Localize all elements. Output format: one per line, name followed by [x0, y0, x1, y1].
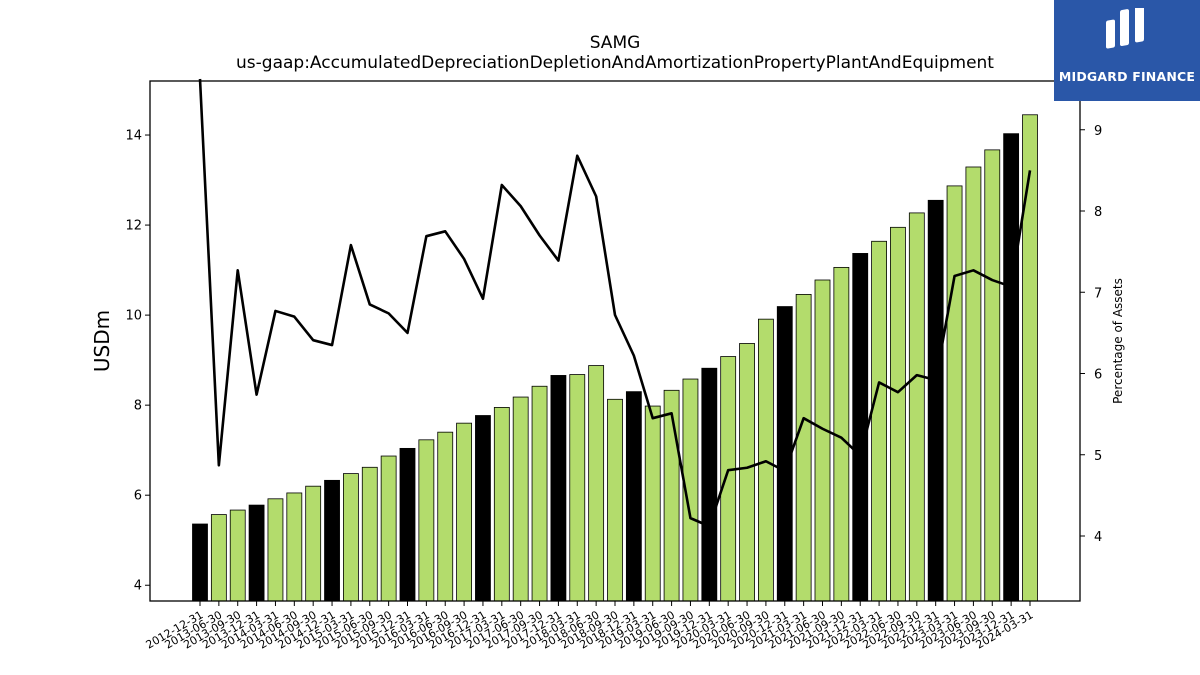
bar-2016-12-31 [475, 415, 491, 602]
left-tick-label: 8 [134, 399, 142, 414]
bar-2022-09-30 [908, 212, 925, 602]
bar-2015-03-31 [343, 473, 359, 602]
right-axis: 4 5 6 7 8 9 [1080, 124, 1102, 545]
bar-2018-03-31 [569, 374, 586, 602]
bar-2017-06-30 [512, 396, 529, 602]
right-tick-label: 6 [1094, 368, 1102, 383]
bar-2023-12-31 [1003, 133, 1020, 602]
bar-2022-03-31 [871, 240, 887, 602]
bar-2013-09-30 [229, 509, 246, 602]
bar-2022-12-31 [927, 199, 944, 602]
bar-2019-03-31 [644, 405, 661, 602]
brand-logo: MIDGARD FINANCE [1054, 0, 1200, 101]
bar-2019-06-30 [663, 389, 680, 602]
y-axis-label: USDm [90, 310, 114, 372]
bar-2017-12-31 [550, 375, 567, 602]
bar-2013-06-30 [210, 514, 227, 602]
bar-2014-03-31 [267, 498, 284, 602]
bar-2021-03-31 [795, 293, 812, 602]
bar-2016-06-30 [437, 431, 454, 602]
left-tick-label: 6 [134, 489, 142, 504]
left-tick-label: 4 [134, 579, 142, 594]
left-tick-label: 12 [125, 219, 142, 234]
bar-2014-12-31 [324, 479, 340, 602]
bar-2017-03-31 [493, 407, 510, 602]
bar-2013-12-31 [248, 504, 265, 602]
bar-2021-06-30 [814, 279, 831, 602]
right-tick-label: 8 [1094, 205, 1102, 220]
bar-2018-09-30 [607, 398, 623, 602]
bar-2018-12-31 [625, 391, 642, 602]
bar-2021-12-31 [852, 253, 869, 602]
bar-2012-12-31 [192, 523, 208, 602]
bar-series [192, 114, 1038, 602]
bar-2016-09-30 [456, 422, 472, 602]
percentage-line [198, 78, 1032, 528]
bar-2017-09-30 [531, 385, 548, 602]
right-tick-label: 5 [1094, 449, 1102, 464]
left-tick-label: 10 [125, 309, 142, 324]
bar-2024-03-31 [1022, 114, 1038, 602]
right-tick-label: 4 [1094, 530, 1102, 545]
right-tick-label: 9 [1094, 124, 1102, 139]
bar-2023-06-30 [965, 166, 982, 602]
left-tick-label: 14 [125, 129, 142, 144]
bar-2015-12-31 [399, 447, 416, 602]
bar-2022-06-30 [890, 226, 906, 602]
bar-2023-09-30 [984, 149, 1001, 602]
bar-2015-06-30 [361, 466, 378, 602]
chart-title: SAMG [590, 33, 641, 53]
bar-2020-03-31 [720, 356, 737, 602]
bar-2018-06-30 [588, 365, 605, 602]
left-axis: 4 6 8 10 12 14 [125, 129, 150, 594]
bar-2014-09-30 [305, 485, 322, 602]
bar-2019-12-31 [701, 367, 718, 602]
y-axis-label-right: Percentage of Assets [1111, 278, 1125, 404]
bar-2016-03-31 [418, 439, 435, 602]
bar-2023-03-31 [946, 185, 963, 602]
bar-2020-06-30 [739, 343, 755, 602]
logo-text: MIDGARD FINANCE [1058, 69, 1196, 84]
bar-2015-09-30 [380, 455, 397, 602]
bar-2014-06-30 [286, 492, 303, 602]
x-axis: 2012-12-312013-06-302013-09-302013-12-31… [144, 601, 1036, 652]
right-tick-label: 7 [1094, 286, 1102, 301]
midgard-logo-icon [1106, 8, 1144, 49]
chart-subtitle: us-gaap:AccumulatedDepreciationDepletion… [236, 53, 994, 73]
